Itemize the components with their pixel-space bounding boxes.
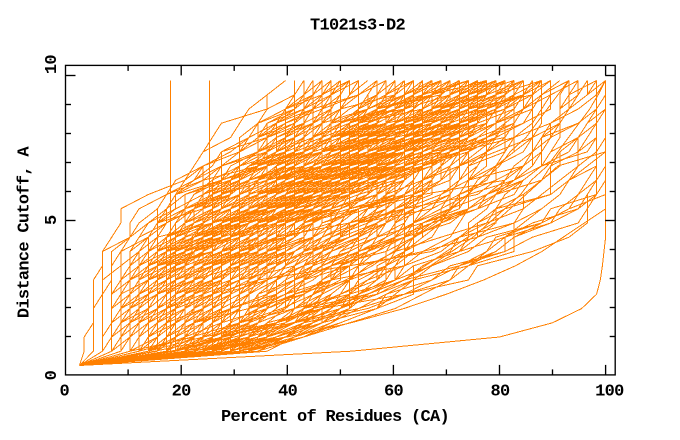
svg-text:40: 40 xyxy=(278,383,298,402)
svg-text:Percent of Residues (CA): Percent of Residues (CA) xyxy=(221,408,449,427)
svg-text:60: 60 xyxy=(384,383,404,402)
svg-text:100: 100 xyxy=(595,383,624,402)
svg-text:Distance Cutoff, A: Distance Cutoff, A xyxy=(16,146,35,319)
svg-text:0: 0 xyxy=(43,370,62,380)
svg-text:0: 0 xyxy=(60,383,70,402)
svg-text:80: 80 xyxy=(490,383,510,402)
svg-text:T1021s3-D2: T1021s3-D2 xyxy=(310,17,406,36)
svg-text:10: 10 xyxy=(43,55,62,75)
svg-text:5: 5 xyxy=(43,215,62,225)
svg-text:20: 20 xyxy=(172,383,192,402)
